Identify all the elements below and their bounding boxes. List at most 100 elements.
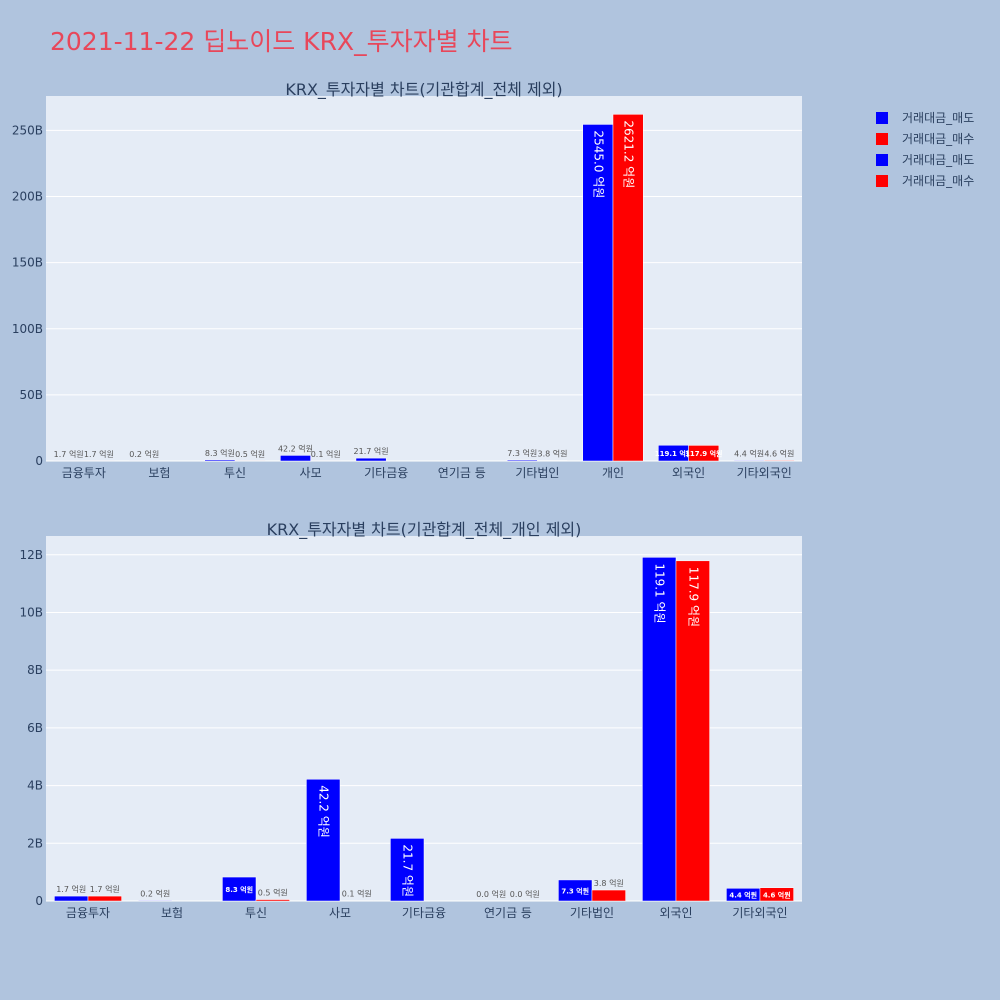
bar bbox=[222, 876, 257, 902]
y-tick-label: 0 bbox=[35, 454, 43, 468]
x-tick-label: 보험 bbox=[161, 906, 183, 920]
x-tick-label: 금융투자 bbox=[62, 466, 106, 480]
data-label: 0.1 억원 bbox=[342, 889, 372, 899]
y-tick-label: 100B bbox=[12, 322, 43, 336]
plot-area bbox=[46, 96, 802, 461]
legend-label: 거래대금_매도 bbox=[902, 111, 975, 125]
bar bbox=[642, 557, 677, 902]
legend-label: 거래대금_매수 bbox=[902, 174, 975, 188]
x-tick-label: 연기금 등 bbox=[484, 906, 532, 920]
y-tick-label: 0 bbox=[35, 894, 43, 908]
data-label: 2545.0 억원 bbox=[591, 130, 605, 198]
data-label: 3.8 억원 bbox=[538, 448, 568, 458]
data-label: 21.7 억원 bbox=[354, 446, 389, 456]
data-label: 0.0 억원 bbox=[510, 889, 540, 899]
bar bbox=[204, 459, 236, 462]
bar bbox=[255, 899, 290, 902]
data-label: 0.2 억원 bbox=[129, 449, 159, 459]
bar bbox=[763, 460, 795, 462]
y-tick-label: 50B bbox=[19, 388, 43, 402]
y-tick-label: 250B bbox=[12, 123, 43, 137]
bar bbox=[87, 895, 122, 902]
data-label: 4.4 억원 bbox=[734, 448, 764, 458]
data-label: 1.7 억원 bbox=[56, 884, 86, 894]
bar bbox=[591, 889, 626, 902]
x-tick-label: 사모 bbox=[329, 906, 351, 920]
x-tick-label: 투신 bbox=[224, 466, 246, 480]
x-tick-label: 기타외국인 bbox=[737, 466, 792, 480]
data-label: 0.5 억원 bbox=[235, 449, 265, 459]
data-label: 1.7 억원 bbox=[90, 884, 120, 894]
data-label: 7.3 억원 bbox=[507, 448, 537, 458]
data-label: 8.3 억원 bbox=[225, 885, 253, 894]
data-label: 119.1 억원 bbox=[653, 563, 667, 623]
bar bbox=[612, 114, 644, 462]
data-label: 117.9 억원 bbox=[685, 449, 722, 458]
y-tick-label: 12B bbox=[19, 548, 43, 562]
data-label: 3.8 억원 bbox=[594, 878, 624, 888]
data-label: 8.3 억원 bbox=[205, 448, 235, 458]
x-tick-label: 기타법인 bbox=[570, 906, 614, 920]
legend-label: 거래대금_매도 bbox=[902, 153, 975, 167]
x-tick-label: 기타외국인 bbox=[732, 906, 787, 920]
bar bbox=[733, 460, 765, 462]
page-title: 2021-11-22 딥노이드 KRX_투자자별 차트 bbox=[50, 27, 513, 56]
data-label: 4.4 억원 bbox=[729, 891, 757, 900]
legend-swatch bbox=[876, 153, 888, 166]
data-label: 4.6 억원 bbox=[764, 448, 794, 458]
legend-item[interactable]: 거래대금_매도 bbox=[876, 107, 974, 128]
data-label: 7.3 억원 bbox=[561, 886, 589, 895]
data-label: 1.7 억원 bbox=[54, 449, 84, 459]
data-label: 0.1 억원 bbox=[311, 449, 341, 459]
legend-swatch bbox=[876, 111, 888, 124]
data-label: 119.1 억원 bbox=[655, 449, 692, 458]
bar bbox=[688, 445, 720, 462]
x-tick-label: 금융투자 bbox=[66, 906, 110, 920]
x-tick-label: 투신 bbox=[245, 906, 267, 920]
bar bbox=[506, 459, 538, 462]
data-label: 42.2 억원 bbox=[317, 785, 331, 838]
bar bbox=[537, 460, 568, 462]
bar bbox=[675, 560, 710, 902]
x-tick-label: 기타금융 bbox=[402, 906, 446, 920]
legend: 거래대금_매도 거래대금_매수 거래대금_매도 거래대금_매수 bbox=[876, 107, 974, 191]
y-tick-label: 8B bbox=[27, 663, 43, 677]
x-tick-label: 기타법인 bbox=[515, 466, 559, 480]
bar bbox=[306, 778, 341, 902]
data-label: 2621.2 억원 bbox=[622, 120, 636, 188]
x-tick-label: 기타금융 bbox=[364, 466, 408, 480]
bar bbox=[759, 887, 794, 902]
y-tick-label: 150B bbox=[12, 256, 43, 270]
bar bbox=[280, 455, 311, 462]
chart-title: KRX_투자자별 차트(기관합계_전체 제외) bbox=[285, 80, 562, 100]
legend-swatch bbox=[876, 174, 888, 187]
bar bbox=[54, 895, 89, 902]
x-tick-label: 개인 bbox=[602, 466, 624, 480]
x-tick-label: 외국인 bbox=[659, 906, 692, 920]
y-tick-label: 10B bbox=[19, 605, 43, 619]
legend-swatch bbox=[876, 132, 888, 145]
data-label: 4.6 억원 bbox=[763, 890, 791, 899]
bar bbox=[355, 457, 387, 462]
chart-title: KRX_투자자별 차트(기관합계_전체_개인 제외) bbox=[267, 520, 582, 540]
legend-item[interactable]: 거래대금_매수 bbox=[876, 128, 974, 149]
bar bbox=[138, 900, 173, 902]
data-label: 42.2 억원 bbox=[278, 443, 313, 453]
data-label: 117.9 억원 bbox=[686, 567, 700, 627]
y-tick-label: 2B bbox=[27, 836, 43, 850]
y-tick-label: 4B bbox=[27, 779, 43, 793]
data-label: 1.7 억원 bbox=[84, 449, 114, 459]
legend-item[interactable]: 거래대금_매도 bbox=[876, 149, 974, 170]
y-tick-label: 200B bbox=[12, 190, 43, 204]
data-label: 0.5 억원 bbox=[258, 888, 288, 898]
x-tick-label: 보험 bbox=[148, 466, 170, 480]
legend-label: 거래대금_매수 bbox=[902, 132, 975, 146]
data-label: 21.7 억원 bbox=[401, 844, 415, 897]
data-label: 0.0 억원 bbox=[476, 889, 506, 899]
y-tick-label: 6B bbox=[27, 721, 43, 735]
x-tick-label: 연기금 등 bbox=[438, 466, 486, 480]
x-tick-label: 사모 bbox=[300, 466, 322, 480]
x-tick-label: 외국인 bbox=[672, 466, 705, 480]
legend-item[interactable]: 거래대금_매수 bbox=[876, 170, 974, 191]
